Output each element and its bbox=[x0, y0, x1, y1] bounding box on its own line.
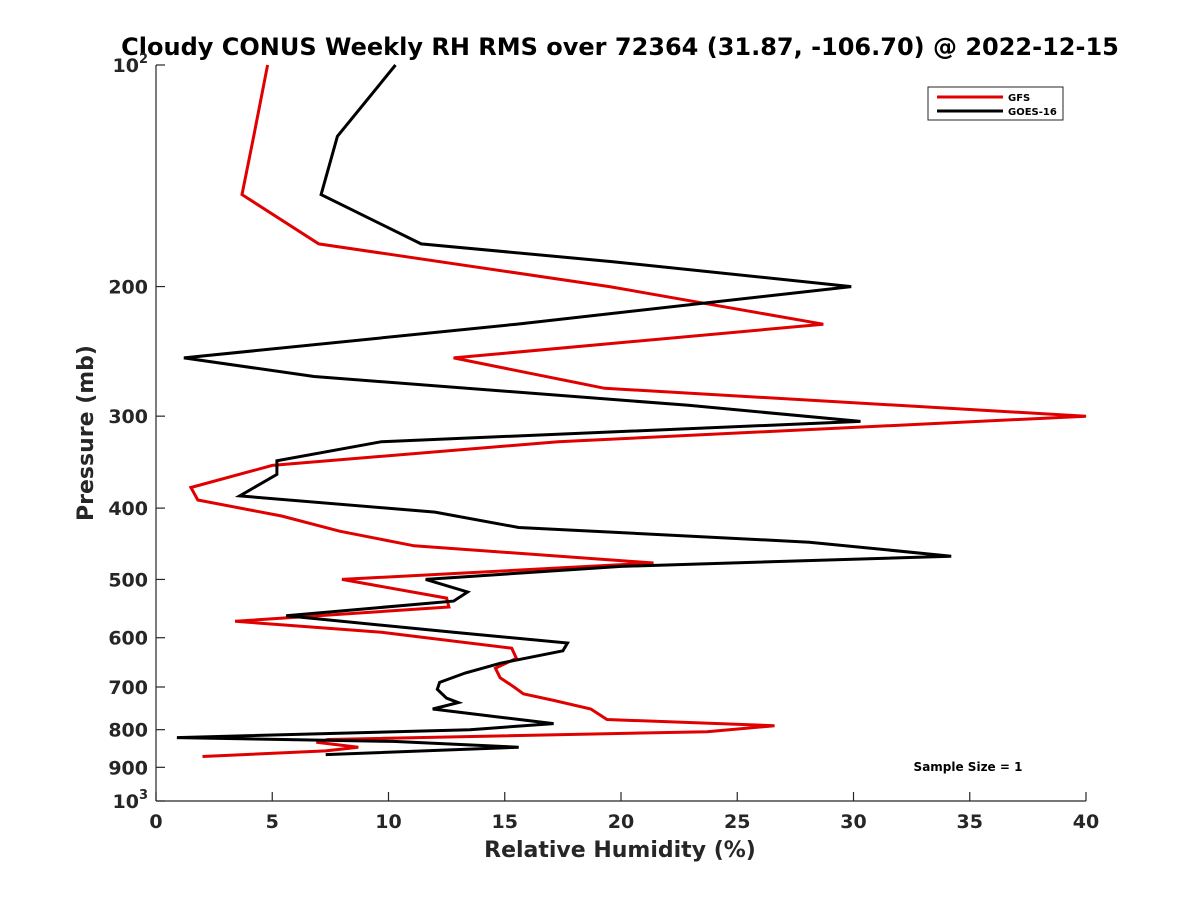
x-tick-label: 25 bbox=[724, 811, 750, 833]
y-tick-label: 103 bbox=[113, 788, 149, 813]
y-axis-ticks: 102 200 300 400 500 600 700 800 900 103 bbox=[108, 52, 165, 813]
x-tick-label: 20 bbox=[608, 811, 634, 833]
x-tick-label: 40 bbox=[1073, 811, 1099, 833]
y-tick-label: 400 bbox=[108, 498, 148, 520]
x-axis-ticks: 0 5 10 15 20 25 30 35 40 bbox=[149, 792, 1099, 833]
y-tick-label: 500 bbox=[108, 569, 148, 591]
x-tick-label: 5 bbox=[266, 811, 279, 833]
x-axis-label: Relative Humidity (%) bbox=[484, 838, 756, 863]
series-lines bbox=[176, 64, 1087, 758]
y-tick-label: 800 bbox=[108, 720, 148, 742]
chart-title: Cloudy CONUS Weekly RH RMS over 72364 (3… bbox=[121, 33, 1119, 61]
x-tick-label: 35 bbox=[957, 811, 983, 833]
plot-area: 102 200 300 400 500 600 700 800 900 103 0 5 10 15 20 2… bbox=[108, 52, 1099, 833]
legend-label: GFS bbox=[1008, 93, 1030, 104]
legend: GFS GOES-16 bbox=[927, 86, 1064, 121]
y-tick-label: 102 bbox=[113, 52, 149, 77]
series-line-goes-16 bbox=[176, 64, 952, 757]
y-tick-label: 700 bbox=[108, 677, 148, 699]
y-tick-label: 900 bbox=[108, 757, 148, 779]
x-tick-label: 15 bbox=[492, 811, 518, 833]
series-line-gfs bbox=[188, 64, 1087, 758]
y-axis-label: Pressure (mb) bbox=[74, 345, 99, 521]
sample-size-annotation: Sample Size = 1 bbox=[914, 760, 1023, 774]
legend-label: GOES-16 bbox=[1008, 107, 1057, 118]
x-tick-label: 0 bbox=[149, 811, 162, 833]
x-tick-label: 30 bbox=[840, 811, 866, 833]
y-tick-label: 200 bbox=[108, 277, 148, 299]
legend-box bbox=[927, 86, 1064, 121]
y-tick-label: 300 bbox=[108, 406, 148, 428]
x-tick-label: 10 bbox=[375, 811, 401, 833]
y-tick-label: 600 bbox=[108, 628, 148, 650]
